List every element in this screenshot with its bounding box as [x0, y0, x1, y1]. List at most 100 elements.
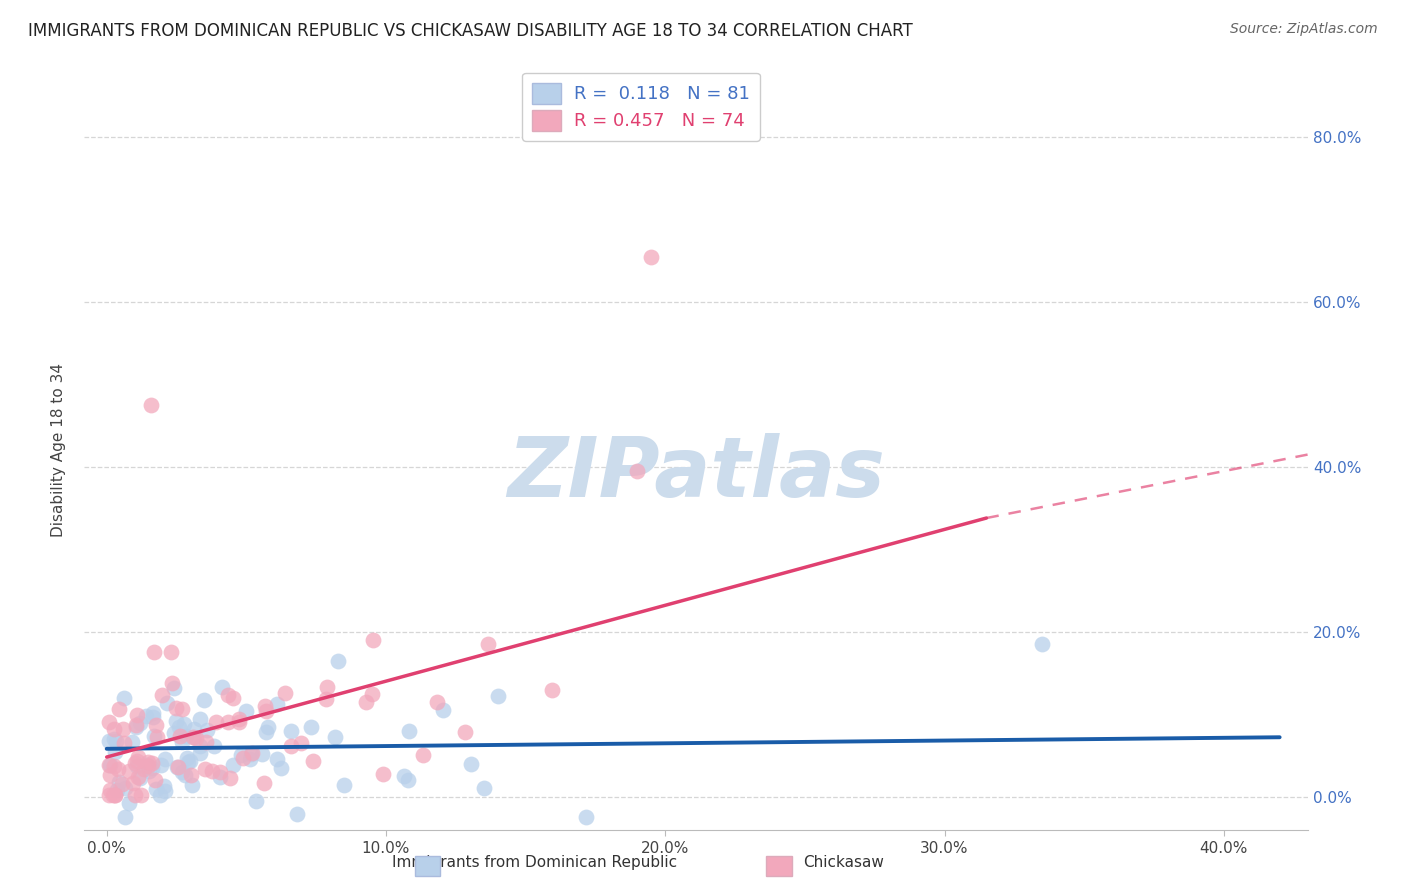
Point [640, 250, 662, 264]
Point [486, 689, 509, 703]
Point [202, 739, 225, 754]
Point [105, 733, 128, 747]
Point [98, 734, 121, 748]
Point [128, 716, 150, 731]
Point [361, 632, 384, 647]
Point [472, 780, 495, 795]
Point [108, 775, 131, 789]
Point [239, 752, 262, 766]
Point [315, 692, 337, 706]
Point [188, 746, 211, 760]
Point [104, 788, 127, 802]
Legend: R =  0.118   N = 81, R = 0.457   N = 74: R = 0.118 N = 81, R = 0.457 N = 74 [522, 73, 759, 141]
Point [280, 739, 302, 754]
Point [150, 757, 173, 772]
Point [153, 779, 176, 793]
Point [118, 796, 141, 810]
Point [1031, 637, 1053, 651]
Point [105, 783, 128, 797]
Point [290, 736, 312, 750]
Point [165, 714, 187, 728]
Point [134, 762, 156, 776]
Point [138, 764, 160, 779]
Text: Chickasaw: Chickasaw [803, 855, 884, 870]
Point [209, 765, 232, 780]
Point [127, 749, 149, 764]
Point [254, 699, 277, 714]
Text: IMMIGRANTS FROM DOMINICAN REPUBLIC VS CHICKASAW DISABILITY AGE 18 TO 34 CORRELAT: IMMIGRANTS FROM DOMINICAN REPUBLIC VS CH… [28, 22, 912, 40]
Point [138, 755, 160, 769]
Point [167, 720, 190, 734]
Point [98, 788, 121, 802]
Point [174, 729, 197, 743]
Point [354, 695, 377, 709]
Point [125, 758, 148, 772]
Point [266, 698, 288, 712]
Point [159, 645, 181, 659]
Point [184, 731, 207, 745]
Point [454, 724, 477, 739]
Point [460, 756, 482, 771]
Point [100, 767, 122, 781]
Point [98, 782, 121, 797]
Point [112, 722, 135, 736]
Point [181, 730, 204, 744]
Point [228, 714, 250, 729]
Point [103, 723, 125, 737]
Point [193, 692, 215, 706]
Point [180, 778, 202, 792]
Point [188, 712, 211, 726]
Text: Immigrants from Dominican Republic: Immigrants from Dominican Republic [392, 855, 676, 870]
Point [153, 784, 176, 798]
Point [426, 695, 449, 709]
Point [541, 683, 564, 698]
Point [98, 714, 121, 729]
Point [107, 702, 129, 716]
Point [141, 398, 163, 412]
Point [316, 681, 339, 695]
Point [626, 464, 648, 478]
Text: ZIPatlas: ZIPatlas [508, 433, 884, 514]
Point [242, 746, 264, 760]
Point [396, 772, 419, 787]
Point [218, 771, 240, 785]
Point [172, 702, 194, 716]
Point [163, 681, 186, 696]
Point [398, 723, 420, 738]
Point [302, 754, 325, 768]
Point [217, 688, 239, 702]
Point [124, 720, 146, 734]
Point [101, 788, 124, 802]
Point [145, 717, 167, 731]
Point [155, 752, 177, 766]
Point [143, 773, 166, 788]
Point [125, 707, 148, 722]
Point [121, 734, 143, 748]
Point [328, 654, 350, 668]
Point [257, 720, 280, 734]
Point [121, 776, 143, 790]
Point [228, 713, 250, 727]
Point [195, 735, 218, 749]
Point [103, 759, 125, 773]
Point [245, 794, 267, 808]
Point [98, 757, 121, 772]
Point [254, 704, 277, 718]
Point [177, 756, 200, 770]
Point [142, 710, 165, 724]
Point [266, 752, 288, 766]
Point [114, 810, 136, 824]
Point [142, 706, 165, 720]
Point [183, 722, 205, 736]
Point [217, 715, 239, 730]
Point [172, 765, 194, 780]
Point [285, 807, 308, 822]
Point [112, 736, 135, 750]
Point [231, 748, 253, 763]
Point [477, 637, 499, 651]
Point [222, 758, 245, 772]
Point [104, 745, 127, 759]
Text: Source: ZipAtlas.com: Source: ZipAtlas.com [1230, 22, 1378, 37]
Point [208, 770, 231, 784]
Point [371, 767, 394, 781]
